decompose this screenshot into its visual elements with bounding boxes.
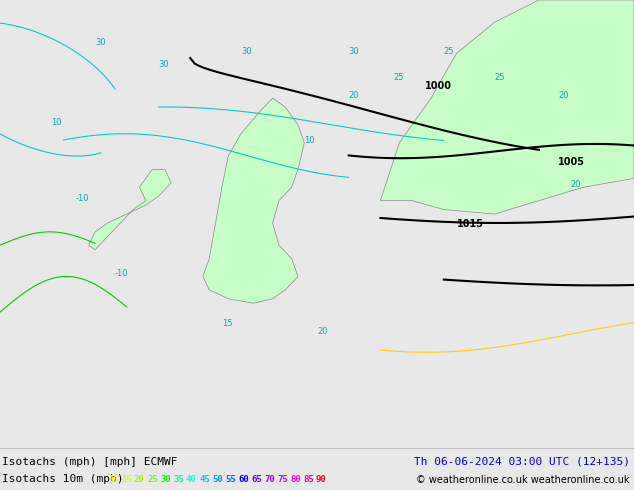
- Text: 20: 20: [558, 91, 569, 100]
- Text: 20: 20: [134, 475, 145, 485]
- Text: 1005: 1005: [558, 157, 585, 167]
- Text: 50: 50: [212, 475, 223, 485]
- Text: 30: 30: [158, 60, 169, 69]
- Text: 30: 30: [349, 47, 359, 55]
- Text: 60: 60: [238, 475, 249, 485]
- Text: 20: 20: [317, 327, 328, 337]
- Text: 1000: 1000: [425, 81, 452, 91]
- Text: 25: 25: [444, 47, 455, 55]
- Text: 40: 40: [186, 475, 197, 485]
- Text: 15: 15: [222, 318, 233, 327]
- Text: 35: 35: [173, 475, 184, 485]
- Text: 10: 10: [108, 475, 119, 485]
- Text: 25: 25: [147, 475, 158, 485]
- Text: 90: 90: [316, 475, 327, 485]
- Text: Th 06-06-2024 03:00 UTC (12+135): Th 06-06-2024 03:00 UTC (12+135): [414, 457, 630, 467]
- Text: 70: 70: [264, 475, 275, 485]
- Polygon shape: [89, 170, 171, 250]
- Text: 30: 30: [241, 47, 252, 55]
- Text: 25: 25: [495, 74, 505, 82]
- Text: 65: 65: [251, 475, 262, 485]
- Text: 75: 75: [277, 475, 288, 485]
- Text: 15: 15: [121, 475, 132, 485]
- Text: 20: 20: [571, 180, 581, 189]
- Text: 30: 30: [95, 38, 106, 47]
- Text: Isotachs (mph) [mph] ECMWF: Isotachs (mph) [mph] ECMWF: [2, 457, 178, 467]
- Text: 25: 25: [393, 74, 404, 82]
- Text: © weatheronline.co.uk weatheronline.co.uk: © weatheronline.co.uk weatheronline.co.u…: [417, 475, 630, 485]
- Text: -10: -10: [114, 270, 127, 278]
- Text: 10: 10: [51, 118, 61, 127]
- Text: 1015: 1015: [456, 220, 484, 229]
- Text: -10: -10: [76, 194, 89, 203]
- Polygon shape: [203, 98, 304, 303]
- Text: 85: 85: [303, 475, 314, 485]
- Text: 45: 45: [199, 475, 210, 485]
- Text: Isotachs 10m (mph): Isotachs 10m (mph): [2, 474, 124, 484]
- Text: 20: 20: [349, 91, 359, 100]
- Text: 55: 55: [225, 475, 236, 485]
- Text: 10: 10: [304, 136, 315, 145]
- Text: 30: 30: [160, 475, 171, 485]
- Text: 80: 80: [290, 475, 301, 485]
- Polygon shape: [380, 0, 634, 214]
